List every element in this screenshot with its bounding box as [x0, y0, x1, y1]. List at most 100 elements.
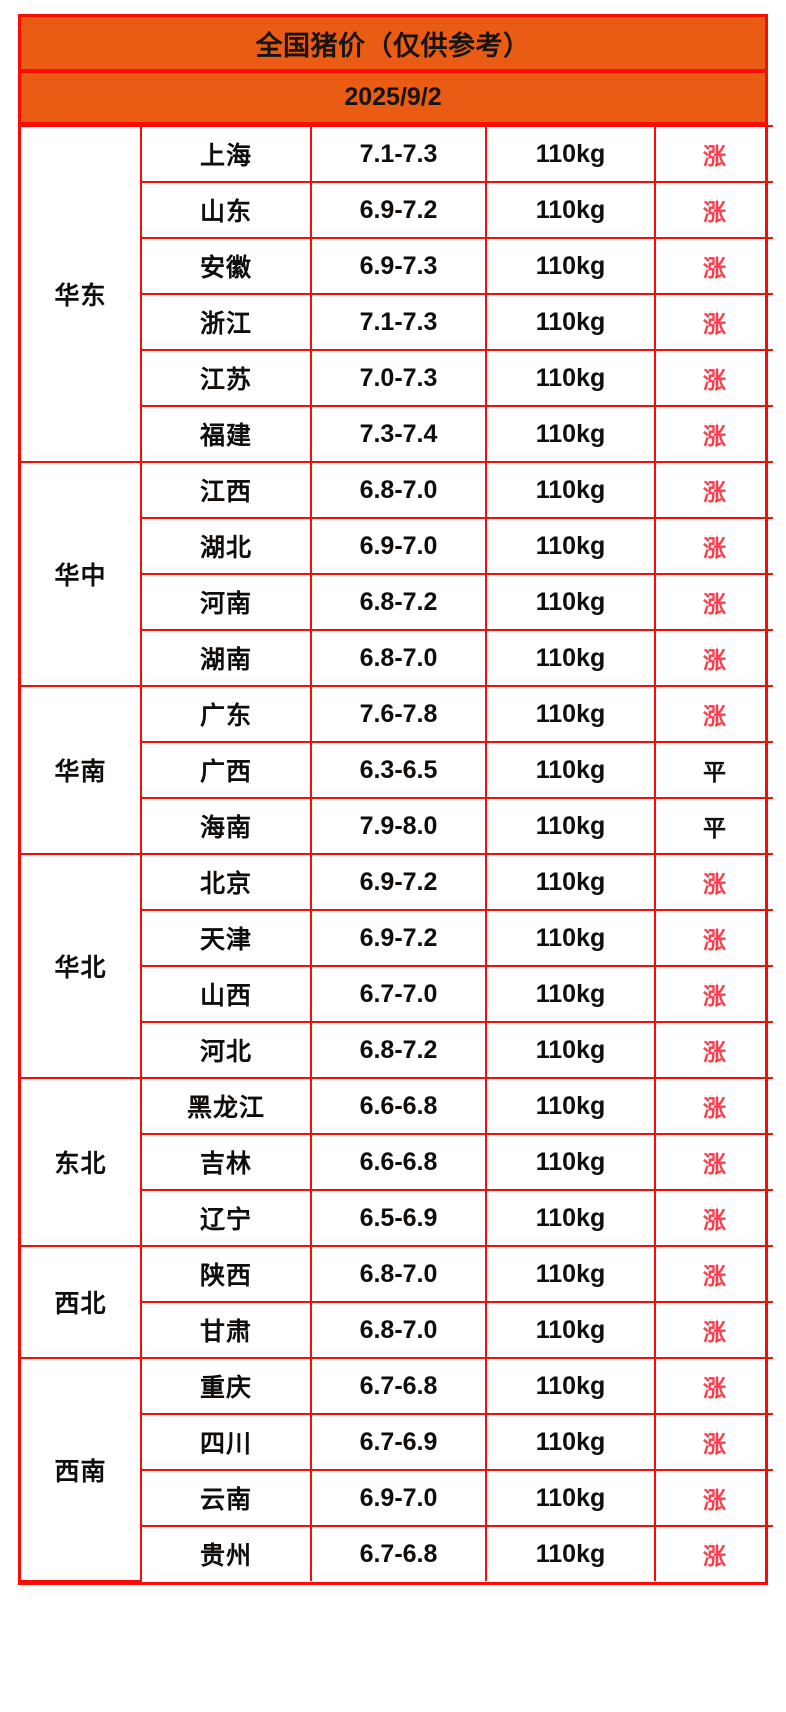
province-cell: 山西: [141, 965, 312, 1023]
trend-cell: 涨: [654, 293, 773, 351]
table-row: 华北 北京 6.9-7.2 110kg 涨: [21, 853, 773, 1079]
table-row: 山西 6.7-7.0 110kg 涨: [21, 965, 773, 1023]
weight-cell: 110kg: [485, 965, 656, 1023]
province-cell: 贵州: [141, 1525, 312, 1581]
weight-cell: 110kg: [485, 349, 656, 407]
province-cell: 江西: [140, 461, 312, 519]
weight-cell: 110kg: [485, 1189, 656, 1247]
price-cell: 6.9-7.2: [310, 853, 487, 911]
trend-cell: 涨: [654, 909, 773, 967]
price-cell: 7.0-7.3: [310, 349, 487, 407]
province-cell: 安徽: [141, 237, 312, 295]
province-cell: 广西: [141, 741, 312, 799]
price-cell: 6.7-7.0: [310, 965, 487, 1023]
province-cell: 吉林: [141, 1133, 312, 1191]
trend-cell: 涨: [654, 461, 773, 519]
table-row: 甘肃 6.8-7.0 110kg 涨: [21, 1301, 773, 1359]
table-row: 河南 6.8-7.2 110kg 涨: [21, 573, 773, 631]
weight-cell: 110kg: [485, 1133, 656, 1191]
trend-cell: 涨: [654, 965, 773, 1023]
price-cell: 6.3-6.5: [310, 741, 487, 799]
province-cell: 河北: [141, 1021, 312, 1079]
trend-cell: 涨: [654, 1021, 773, 1079]
price-sheet: 全国猪价（仅供参考） 2025/9/2 华东 上海 7.1-7.3 110kg 涨山东 6…: [18, 14, 773, 1585]
price-cell: 7.3-7.4: [310, 405, 487, 463]
table-row: 吉林 6.6-6.8 110kg 涨: [21, 1133, 773, 1191]
price-cell: 6.7-6.8: [310, 1357, 487, 1415]
weight-cell: 110kg: [485, 1413, 656, 1471]
province-cell: 陕西: [140, 1245, 312, 1303]
weight-cell: 110kg: [485, 685, 656, 743]
price-cell: 6.7-6.8: [310, 1525, 487, 1581]
province-cell: 上海: [140, 125, 312, 183]
weight-cell: 110kg: [485, 517, 656, 575]
price-cell: 6.5-6.9: [310, 1189, 487, 1247]
trend-cell: 涨: [654, 1469, 773, 1527]
report-date: 2025/9/2: [21, 73, 765, 125]
trend-cell: 涨: [654, 349, 773, 407]
price-cell: 6.9-7.2: [310, 909, 487, 967]
weight-cell: 110kg: [485, 797, 656, 855]
trend-cell: 涨: [654, 125, 773, 183]
weight-cell: 110kg: [485, 1469, 656, 1527]
page-title: 全国猪价（仅供参考）: [21, 17, 765, 73]
province-cell: 湖北: [141, 517, 312, 575]
price-cell: 6.6-6.8: [310, 1133, 487, 1191]
province-cell: 广东: [140, 685, 312, 743]
weight-cell: 110kg: [485, 741, 656, 799]
trend-cell: 涨: [654, 1357, 773, 1415]
province-cell: 辽宁: [141, 1189, 312, 1247]
table-row: 海南 7.9-8.0 110kg 平: [21, 797, 773, 855]
table-row: 安徽 6.9-7.3 110kg 涨: [21, 237, 773, 295]
table-row: 江苏 7.0-7.3 110kg 涨: [21, 349, 773, 407]
province-cell: 北京: [140, 853, 312, 911]
region-cell-华中: 华中: [21, 461, 142, 687]
region-cell-华东: 华东: [21, 125, 142, 463]
table-row: 广西 6.3-6.5 110kg 平: [21, 741, 773, 799]
region-cell-西南: 西南: [21, 1357, 142, 1582]
province-cell: 浙江: [141, 293, 312, 351]
trend-cell: 平: [654, 797, 773, 855]
trend-cell: 涨: [654, 1525, 773, 1581]
province-cell: 山东: [141, 181, 312, 239]
weight-cell: 110kg: [485, 573, 656, 631]
trend-cell: 涨: [654, 181, 773, 239]
price-cell: 6.8-7.0: [310, 1301, 487, 1359]
price-cell: 7.9-8.0: [310, 797, 487, 855]
weight-cell: 110kg: [485, 125, 656, 183]
province-cell: 黑龙江: [140, 1077, 312, 1135]
weight-cell: 110kg: [485, 1021, 656, 1079]
trend-cell: 涨: [654, 685, 773, 743]
price-cell: 6.8-7.2: [310, 1021, 487, 1079]
table-row: 华东 上海 7.1-7.3 110kg 涨: [21, 125, 773, 463]
table-row: 贵州 6.7-6.8 110kg 涨: [21, 1525, 773, 1581]
weight-cell: 110kg: [485, 237, 656, 295]
trend-cell: 涨: [654, 1301, 773, 1359]
table-row: 四川 6.7-6.9 110kg 涨: [21, 1413, 773, 1471]
price-cell: 7.1-7.3: [310, 125, 487, 183]
price-table: 华东 上海 7.1-7.3 110kg 涨山东 6.9-7.2 110kg 涨安徽 6.9-7.…: [21, 125, 773, 1582]
province-cell: 甘肃: [141, 1301, 312, 1359]
table-row: 湖北 6.9-7.0 110kg 涨: [21, 517, 773, 575]
trend-cell: 涨: [654, 1077, 773, 1135]
weight-cell: 110kg: [485, 461, 656, 519]
table-row: 华南 广东 7.6-7.8 110kg 涨: [21, 685, 773, 855]
trend-cell: 平: [654, 741, 773, 799]
weight-cell: 110kg: [485, 1301, 656, 1359]
weight-cell: 110kg: [485, 181, 656, 239]
region-cell-华北: 华北: [21, 853, 142, 1079]
province-cell: 天津: [141, 909, 312, 967]
province-cell: 江苏: [141, 349, 312, 407]
weight-cell: 110kg: [485, 1245, 656, 1303]
price-cell: 6.9-7.2: [310, 181, 487, 239]
table-row: 浙江 7.1-7.3 110kg 涨: [21, 293, 773, 351]
price-cell: 6.9-7.3: [310, 237, 487, 295]
weight-cell: 110kg: [485, 293, 656, 351]
trend-cell: 涨: [654, 1245, 773, 1303]
table-row: 东北 黑龙江 6.6-6.8 110kg 涨: [21, 1077, 773, 1247]
region-cell-华南: 华南: [21, 685, 142, 855]
trend-cell: 涨: [654, 1133, 773, 1191]
weight-cell: 110kg: [485, 853, 656, 911]
province-cell: 云南: [141, 1469, 312, 1527]
